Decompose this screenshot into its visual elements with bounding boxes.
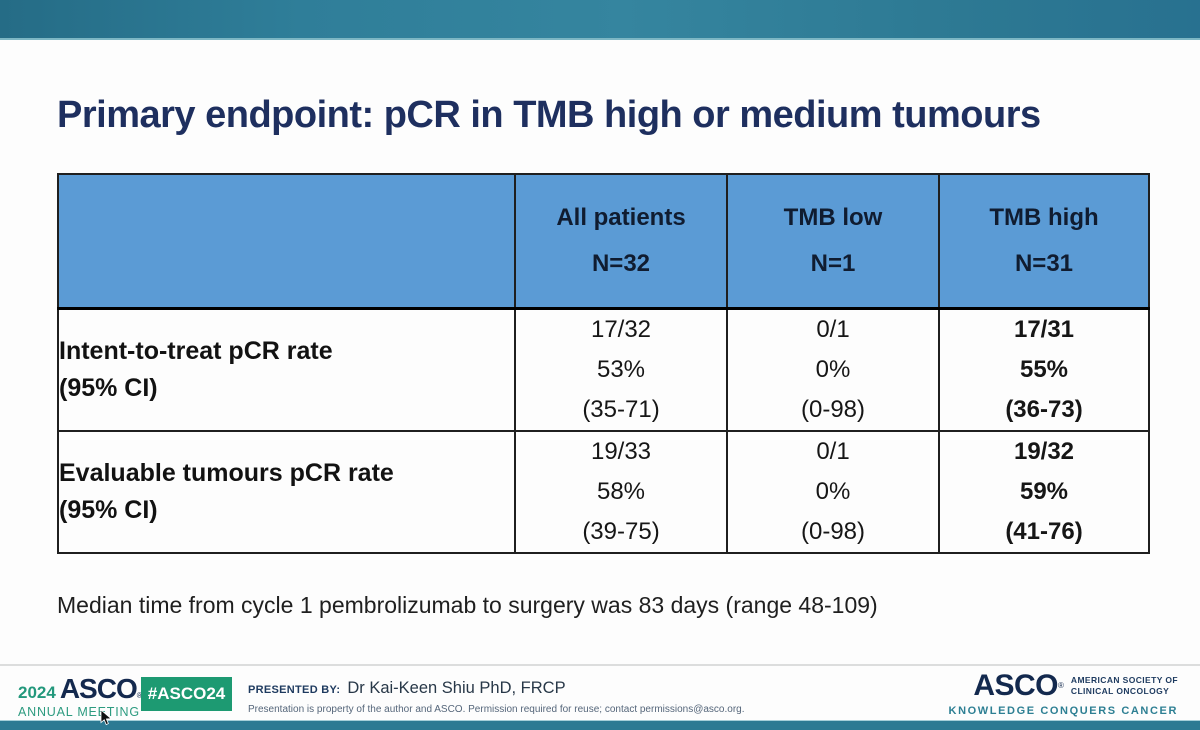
row-label-text: Intent-to-treat pCR rate	[59, 336, 333, 365]
hashtag-text: #ASCO24	[147, 684, 226, 703]
header-n: N=32	[591, 249, 651, 277]
header-n: N=31	[1014, 249, 1074, 277]
value-percent: 59%	[1019, 477, 1069, 505]
table-row-evaluable: Evaluable tumours pCR rate (95% CI) 19/3…	[57, 429, 1150, 554]
header-cell-tmb-high: TMB high N=31	[938, 173, 1150, 309]
disclaimer-text: Presentation is property of the author a…	[248, 704, 745, 715]
meeting-year: 2024	[18, 683, 56, 702]
value-ci: (35-71)	[582, 395, 660, 423]
value-percent: 0%	[815, 477, 851, 505]
value-fraction: 17/31	[1013, 315, 1075, 343]
value-ci: (36-73)	[1005, 395, 1083, 423]
cell-itt-all-patients: 17/32 53% (35-71)	[514, 307, 728, 432]
annual-meeting-logo: 2024 ASCO ® ANNUAL MEETING	[18, 675, 143, 719]
asco-logo-text: ASCO	[973, 669, 1058, 702]
slide-title: Primary endpoint: pCR in TMB high or med…	[57, 94, 1041, 136]
mouse-cursor	[100, 710, 112, 726]
row-label-itt: Intent-to-treat pCR rate (95% CI)	[57, 307, 516, 432]
header-cell-empty	[57, 173, 516, 309]
header-title: All patients	[556, 203, 686, 231]
header-title: TMB low	[783, 203, 883, 231]
footer-divider	[0, 664, 1200, 666]
registered-mark: ®	[1058, 681, 1064, 690]
header-cell-all-patients: All patients N=32	[514, 173, 728, 309]
cell-evaluable-tmb-high: 19/32 59% (41-76)	[938, 429, 1150, 554]
value-ci: (41-76)	[1005, 517, 1083, 545]
value-ci: (39-75)	[582, 517, 660, 545]
value-fraction: 0/1	[816, 437, 850, 465]
row-sublabel-text: (95% CI)	[59, 495, 158, 524]
top-accent-bar	[0, 0, 1200, 40]
row-label-evaluable: Evaluable tumours pCR rate (95% CI)	[57, 429, 516, 554]
table-row-itt: Intent-to-treat pCR rate (95% CI) 17/32 …	[57, 307, 1150, 432]
asco-logo-subtext: AMERICAN SOCIETY OF CLINICAL ONCOLOGY	[1071, 675, 1178, 696]
median-time-note: Median time from cycle 1 pembrolizumab t…	[57, 592, 878, 618]
value-fraction: 17/32	[590, 315, 652, 343]
presented-by-block: PRESENTED BY: Dr Kai-Keen Shiu PhD, FRCP	[248, 679, 566, 698]
asco-sub-line1: AMERICAN SOCIETY OF	[1070, 675, 1178, 686]
value-fraction: 19/32	[1013, 437, 1075, 465]
value-fraction: 19/33	[590, 437, 652, 465]
registered-mark: ®	[136, 691, 143, 700]
value-fraction: 0/1	[816, 315, 850, 343]
value-ci: (0-98)	[800, 395, 866, 423]
value-percent: 55%	[1019, 355, 1069, 383]
asco-logo: ASCO ® AMERICAN SOCIETY OF CLINICAL ONCO…	[948, 669, 1178, 718]
header-title: TMB high	[989, 203, 1099, 231]
table-header-row: All patients N=32 TMB low N=1 TMB high N…	[57, 173, 1150, 309]
presenter-name: Dr Kai-Keen Shiu PhD, FRCP	[347, 679, 566, 697]
cell-itt-tmb-high: 17/31 55% (36-73)	[938, 307, 1150, 432]
bottom-accent-bar	[0, 720, 1200, 730]
presented-by-label: PRESENTED BY:	[248, 684, 341, 696]
value-ci: (0-98)	[800, 517, 866, 545]
header-n: N=1	[810, 249, 856, 277]
value-percent: 0%	[815, 355, 851, 383]
cell-evaluable-all-patients: 19/33 58% (39-75)	[514, 429, 728, 554]
meeting-name: ANNUAL MEETING	[18, 705, 140, 719]
cell-itt-tmb-low: 0/1 0% (0-98)	[726, 307, 940, 432]
value-percent: 53%	[596, 355, 646, 383]
hashtag-badge: #ASCO24	[141, 677, 232, 711]
asco-sub-line2: CLINICAL ONCOLOGY	[1070, 686, 1170, 696]
row-label-text: Evaluable tumours pCR rate	[59, 458, 394, 487]
asco-tagline: KNOWLEDGE CONQUERS CANCER	[948, 705, 1178, 717]
meeting-org: ASCO	[59, 673, 138, 704]
header-cell-tmb-low: TMB low N=1	[726, 173, 940, 309]
results-table: All patients N=32 TMB low N=1 TMB high N…	[57, 173, 1150, 554]
row-sublabel-text: (95% CI)	[59, 373, 158, 402]
cell-evaluable-tmb-low: 0/1 0% (0-98)	[726, 429, 940, 554]
value-percent: 58%	[596, 477, 646, 505]
